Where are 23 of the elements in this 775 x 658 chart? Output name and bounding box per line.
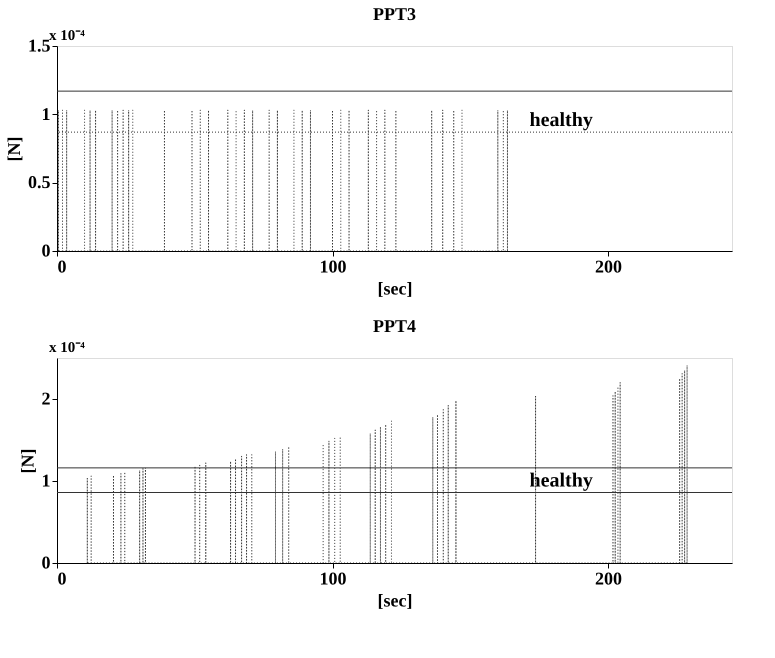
x-tick-label: 100 [320, 568, 347, 588]
ref-line-label: healthy [530, 469, 593, 492]
y-tick-label: 0 [42, 552, 50, 572]
ref-line-label: healthy [530, 109, 593, 132]
x-axis-title: [sec] [378, 278, 412, 298]
text: x 10⁻⁴ [49, 28, 86, 44]
x-axis-title: [sec] [378, 590, 412, 610]
x-tick-label: 200 [595, 568, 622, 588]
chart-title: PPT4 [373, 316, 416, 336]
y-axis-title: [N] [18, 448, 38, 474]
y-tick-label: 1.5 [28, 36, 50, 56]
x-tick-label: 0 [58, 568, 66, 588]
y-tick-label: 0.5 [28, 172, 50, 192]
x-tick-label: 100 [320, 256, 347, 276]
y-axis-title: [N] [4, 136, 24, 162]
chart-title: PPT3 [373, 4, 416, 24]
y-tick-label: 0 [42, 240, 50, 260]
y-tick-label: 1 [42, 104, 50, 124]
y-tick-label: 2 [42, 388, 50, 408]
x-tick-label: 200 [595, 256, 622, 276]
text: x 10⁻⁴ [49, 340, 86, 356]
y-tick-label: 1 [42, 470, 50, 490]
x-tick-label: 0 [58, 256, 66, 276]
